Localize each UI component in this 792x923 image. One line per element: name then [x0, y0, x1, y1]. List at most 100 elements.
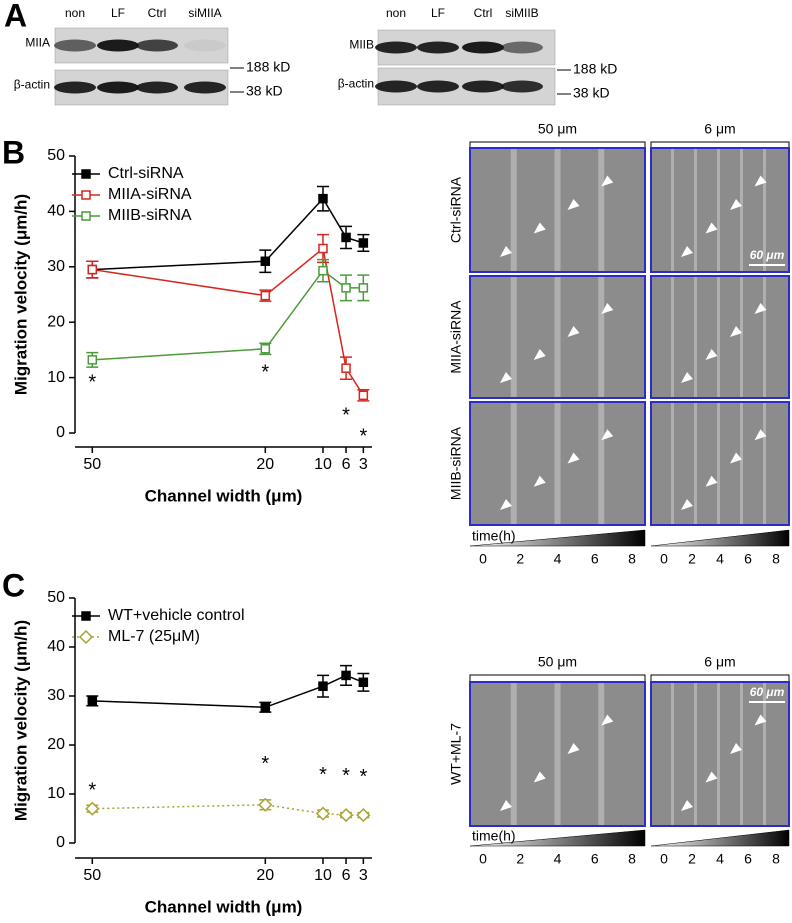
time-tick-label: 8 — [628, 851, 636, 867]
y-tick-label: 40 — [47, 638, 65, 655]
channel-wall — [598, 277, 605, 397]
marker — [341, 232, 351, 243]
time-tick-label: 6 — [744, 851, 752, 867]
row-label: Ctrl-siRNA — [448, 176, 464, 243]
marker — [260, 344, 271, 354]
channel-wall — [694, 277, 697, 397]
time-tick-label: 0 — [660, 551, 668, 567]
arrowhead — [500, 372, 512, 383]
time-tick-label: 2 — [516, 551, 524, 567]
x-axis-label: Channel width (μm) — [145, 897, 303, 916]
time-tick-label: 4 — [554, 851, 562, 867]
time-tick-label: 4 — [554, 551, 562, 567]
arrowhead — [601, 429, 614, 441]
lane-label: non — [386, 6, 406, 20]
row-label: MIIA-siRNA — [448, 300, 464, 374]
time-gradient — [650, 829, 790, 847]
arrowhead — [681, 246, 693, 257]
y-tick-label: 40 — [47, 203, 65, 220]
channel-wall — [717, 277, 720, 397]
marker — [318, 681, 328, 691]
marker — [85, 801, 100, 816]
arrowhead — [705, 222, 718, 234]
arrowhead — [533, 475, 546, 487]
channel-wall — [554, 403, 561, 524]
arrowhead — [500, 800, 512, 811]
blot-band — [184, 39, 226, 52]
significance-mark: * — [261, 753, 269, 775]
channel-wall — [598, 149, 605, 271]
time-tick-label: 6 — [591, 851, 599, 867]
marker — [318, 265, 328, 276]
marker — [358, 390, 369, 401]
x-tick-label: 6 — [342, 456, 351, 473]
legend-label: MIIB-siRNA — [108, 207, 192, 224]
column-label: 6 μm — [704, 121, 735, 137]
scale-bar-label: 60 μm — [750, 685, 785, 699]
channel-wall — [740, 683, 743, 825]
blot-band — [97, 39, 139, 52]
channel-wall — [554, 149, 561, 271]
row-label: MIIB-siRNA — [448, 426, 464, 500]
lane-label: siMIIA — [188, 6, 221, 20]
channel-wall — [740, 277, 743, 397]
row-label: β-actin — [14, 78, 50, 92]
legend-label: WT+vehicle control — [108, 607, 245, 624]
y-tick-label: 20 — [47, 736, 65, 753]
time-tick-label: 4 — [716, 851, 724, 867]
significance-mark: * — [342, 405, 350, 427]
channel-wall — [510, 403, 517, 524]
column-label: 50 μm — [538, 121, 577, 137]
y-tick-label: 10 — [47, 369, 65, 386]
marker — [260, 256, 271, 267]
significance-mark: * — [88, 371, 96, 393]
arrowhead — [533, 222, 546, 234]
marker — [356, 808, 371, 823]
channel-wall — [717, 403, 720, 524]
panel-label: C — [2, 567, 25, 603]
channel-wall — [694, 403, 697, 524]
marker — [318, 243, 328, 254]
marker — [78, 629, 94, 645]
x-tick-label: 20 — [256, 456, 274, 473]
lane-label: non — [65, 6, 85, 20]
time-tick-label: 2 — [688, 551, 696, 567]
arrowhead — [567, 743, 580, 754]
blot-band — [136, 39, 178, 52]
arrowhead — [705, 475, 718, 487]
arrowhead — [681, 499, 693, 510]
row-label: MIIA — [25, 36, 50, 50]
lane-label: Ctrl — [474, 6, 493, 20]
arrowhead — [533, 771, 546, 783]
channel-wall — [510, 277, 517, 397]
x-tick-label: 3 — [359, 867, 368, 884]
x-tick-label: 3 — [359, 456, 368, 473]
significance-mark: * — [319, 764, 327, 786]
channel-wall — [671, 149, 674, 271]
marker — [81, 169, 91, 179]
marker-label: 188 kD — [573, 61, 617, 77]
time-tick-label: 0 — [479, 851, 487, 867]
x-tick-label: 50 — [83, 867, 101, 884]
blot-band — [417, 80, 459, 93]
legend-label: MIIA-siRNA — [108, 186, 192, 203]
x-tick-label: 10 — [314, 867, 332, 884]
significance-mark: * — [261, 361, 269, 383]
channel-wall — [554, 683, 561, 825]
arrowhead — [601, 303, 614, 314]
marker — [260, 290, 271, 301]
channel-wall — [510, 149, 517, 271]
lane-label: siMIIB — [505, 6, 538, 20]
channel-wall — [554, 277, 561, 397]
arrowhead — [754, 175, 767, 187]
arrowhead — [500, 499, 512, 510]
x-tick-label: 10 — [314, 456, 332, 473]
y-tick-label: 0 — [56, 834, 65, 851]
blot-band — [184, 81, 226, 94]
lane-label: LF — [111, 6, 125, 20]
arrowhead — [730, 326, 742, 337]
significance-mark: * — [359, 426, 367, 448]
x-tick-label: 6 — [342, 867, 351, 884]
legend-label: Ctrl-siRNA — [108, 165, 184, 182]
